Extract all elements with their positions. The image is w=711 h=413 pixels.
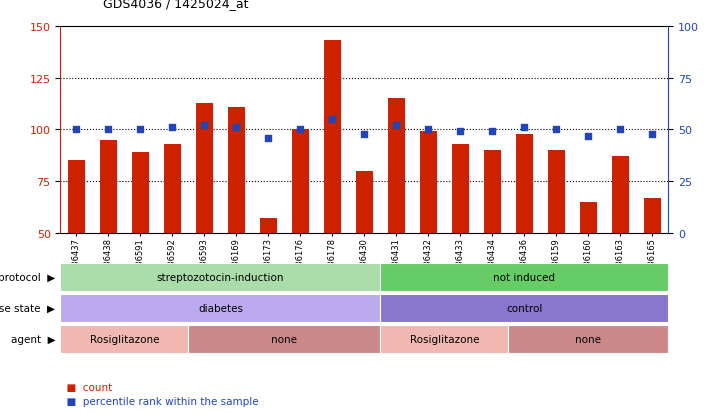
- Text: GDS4036 / 1425024_at: GDS4036 / 1425024_at: [103, 0, 249, 10]
- Text: agent  ▶: agent ▶: [11, 334, 55, 344]
- Bar: [611, 157, 629, 233]
- Point: [262, 135, 274, 142]
- Text: ■  percentile rank within the sample: ■ percentile rank within the sample: [60, 396, 259, 406]
- Point: [583, 133, 594, 140]
- Point: [518, 125, 530, 131]
- Text: control: control: [506, 303, 542, 313]
- Bar: [356, 171, 373, 233]
- Point: [391, 123, 402, 129]
- Text: disease state  ▶: disease state ▶: [0, 303, 55, 313]
- Bar: [515, 134, 533, 233]
- Bar: [451, 145, 469, 233]
- Point: [230, 125, 242, 131]
- Bar: [260, 219, 277, 233]
- Point: [550, 127, 562, 133]
- Bar: [228, 107, 245, 233]
- Point: [103, 127, 114, 133]
- Point: [422, 127, 434, 133]
- Bar: [132, 153, 149, 233]
- Bar: [164, 145, 181, 233]
- Point: [455, 129, 466, 135]
- Text: Rosiglitazone: Rosiglitazone: [410, 334, 479, 344]
- Bar: [100, 140, 117, 233]
- Bar: [643, 198, 661, 233]
- Text: none: none: [272, 334, 297, 344]
- Text: Rosiglitazone: Rosiglitazone: [90, 334, 159, 344]
- Text: protocol  ▶: protocol ▶: [0, 272, 55, 282]
- Point: [614, 127, 626, 133]
- Point: [71, 127, 82, 133]
- Bar: [324, 41, 341, 233]
- Bar: [419, 132, 437, 233]
- Point: [198, 123, 210, 129]
- Bar: [196, 103, 213, 233]
- Bar: [483, 151, 501, 233]
- Text: ■  count: ■ count: [60, 382, 112, 392]
- Point: [486, 129, 498, 135]
- Text: none: none: [575, 334, 602, 344]
- Point: [294, 127, 306, 133]
- Text: diabetes: diabetes: [198, 303, 243, 313]
- Text: streptozotocin-induction: streptozotocin-induction: [156, 272, 284, 282]
- Point: [326, 116, 338, 123]
- Point: [135, 127, 146, 133]
- Bar: [68, 161, 85, 233]
- Point: [358, 131, 370, 138]
- Bar: [387, 99, 405, 233]
- Bar: [547, 151, 565, 233]
- Point: [166, 125, 178, 131]
- Bar: [292, 130, 309, 233]
- Text: not induced: not induced: [493, 272, 555, 282]
- Bar: [579, 202, 597, 233]
- Point: [647, 131, 658, 138]
